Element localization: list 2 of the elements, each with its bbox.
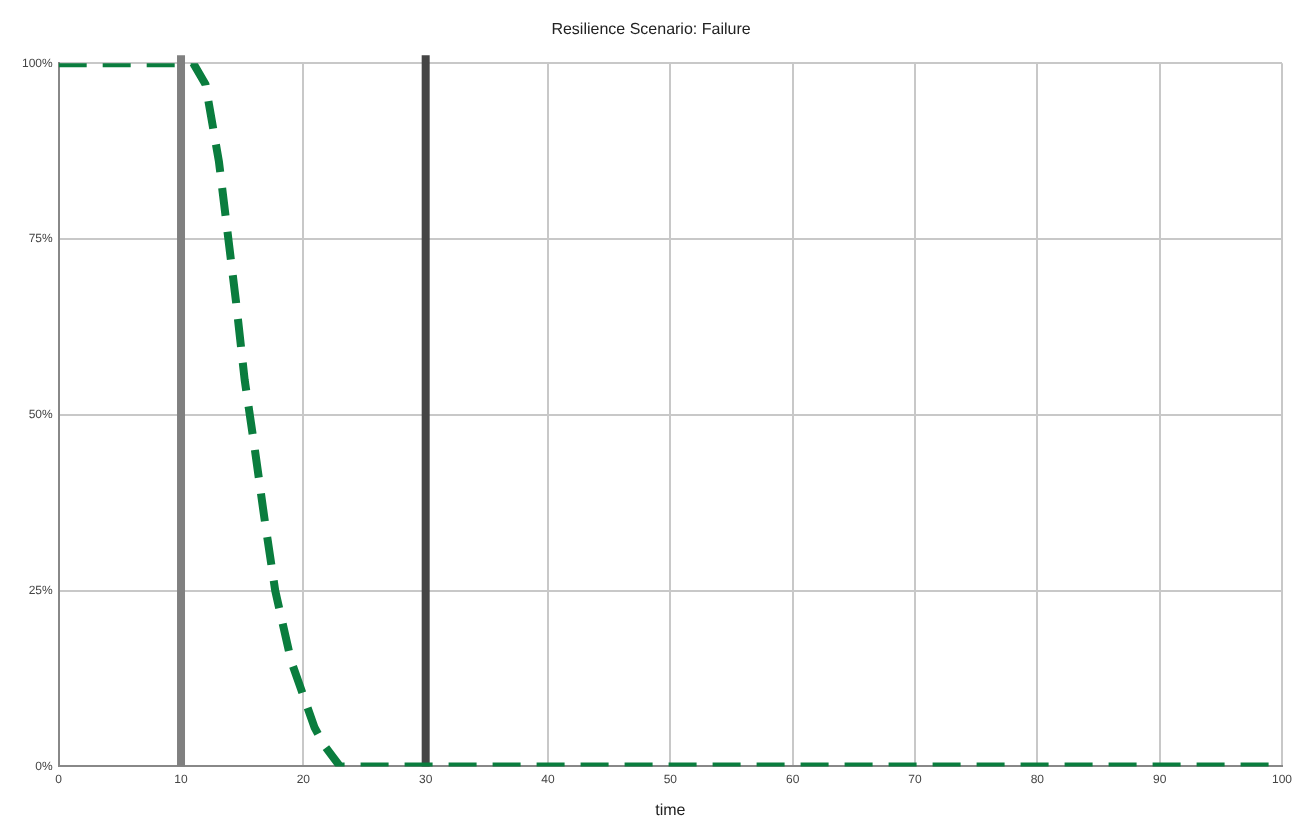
chart-title: Resilience Scenario: Failure <box>551 20 752 39</box>
x-axis-title: time <box>655 800 687 819</box>
